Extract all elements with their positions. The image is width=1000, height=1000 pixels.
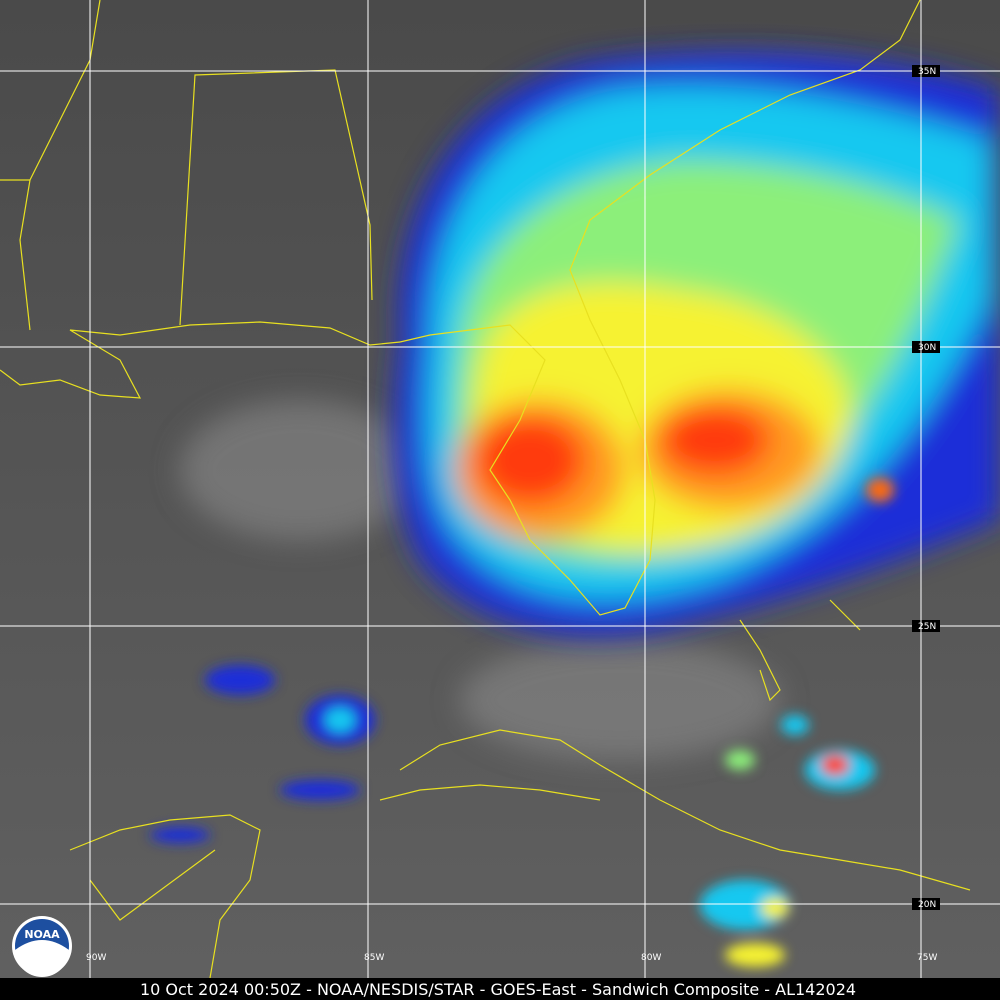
lat-lon-grid: 35N 30N 25N 20N 90W 85W 80W 75W — [0, 0, 1000, 978]
lat-label-box — [912, 65, 940, 77]
caption-bar — [0, 978, 1000, 1000]
caption: 10 Oct 2024 00:50Z - NOAA/NESDIS/STAR - … — [140, 980, 856, 999]
lon-label: 75W — [917, 953, 937, 963]
storm-clouds — [394, 51, 1000, 636]
convective-cells — [150, 478, 894, 967]
lon-label: 85W — [364, 953, 384, 963]
lon-label: 90W — [86, 953, 106, 963]
lat-label-box — [912, 341, 940, 353]
lon-label: 80W — [641, 953, 661, 963]
lat-label-box — [912, 898, 940, 910]
coastlines — [0, 0, 971, 979]
logo-text: NOAA — [24, 928, 60, 941]
lat-label: 25N — [918, 622, 936, 632]
lat-label: 20N — [918, 900, 936, 910]
lat-label-box — [912, 620, 940, 632]
lat-label: 35N — [918, 67, 936, 77]
lat-label: 30N — [918, 343, 936, 353]
noaa-logo: NOAA — [12, 916, 72, 977]
